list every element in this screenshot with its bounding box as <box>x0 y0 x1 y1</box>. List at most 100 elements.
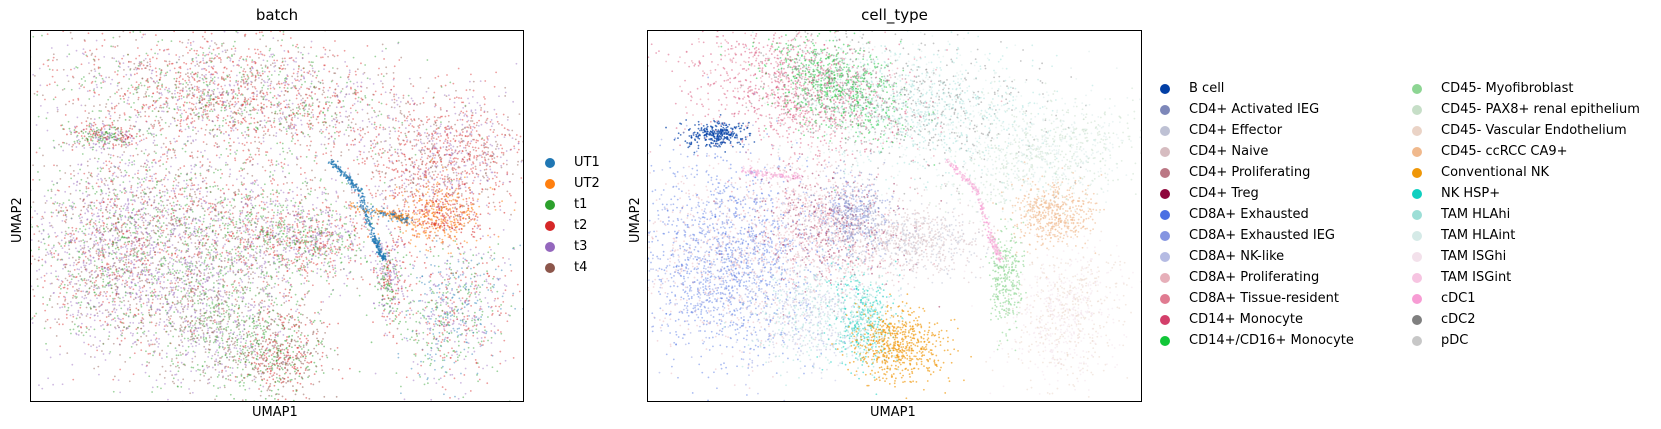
legend-item: t4 <box>545 257 600 278</box>
legend-item: t3 <box>545 236 600 257</box>
legend-marker <box>1412 251 1422 262</box>
legend-label: CD45- ccRCC CA9+ <box>1441 141 1568 162</box>
cell-cd8-exhausted-cluster <box>648 76 862 401</box>
legend-label: CD4+ Activated IEG <box>1189 99 1319 120</box>
legend-label: Conventional NK <box>1441 162 1549 183</box>
batch-umap-svg <box>31 31 523 401</box>
legend-label: CD4+ Effector <box>1189 120 1282 141</box>
legend-marker <box>1160 314 1170 325</box>
legend-label: t2 <box>574 215 587 236</box>
legend-label: CD8A+ NK-like <box>1189 246 1284 267</box>
legend-marker <box>1412 314 1422 325</box>
batch-legend: UT1 UT2 t1 t2 t3 t4 <box>545 152 665 282</box>
legend-label: CD4+ Proliferating <box>1189 162 1310 183</box>
legend-item: TAM ISGhi <box>1412 246 1640 267</box>
legend-marker <box>1160 272 1170 283</box>
legend-marker <box>1160 146 1170 157</box>
cell-type-umap-plot[interactable] <box>647 30 1142 402</box>
legend-marker <box>545 241 555 252</box>
legend-label: CD14+/CD16+ Monocyte <box>1189 330 1354 351</box>
cell-activated-ieg-cluster <box>802 152 917 270</box>
batch-ylabel: UMAP2 <box>10 197 25 243</box>
legend-label: CD8A+ Exhausted IEG <box>1189 225 1335 246</box>
cell-renal-epithelium-cluster <box>898 50 1141 242</box>
legend-item: pDC <box>1412 330 1640 351</box>
legend-item: CD4+ Effector <box>1160 120 1354 141</box>
legend-marker <box>1160 104 1170 115</box>
batch-umap-plot[interactable] <box>30 30 524 402</box>
legend-marker <box>545 262 555 273</box>
legend-marker <box>1160 209 1170 220</box>
legend-label: TAM ISGhi <box>1441 246 1506 267</box>
legend-marker <box>1412 83 1422 94</box>
legend-item: CD45- PAX8+ renal epithelium <box>1412 99 1640 120</box>
legend-marker <box>1160 188 1170 199</box>
legend-marker <box>1160 251 1170 262</box>
cell-top-right-cluster <box>738 31 1095 204</box>
legend-item: CD14+/CD16+ Monocyte <box>1160 330 1354 351</box>
legend-item: B cell <box>1160 78 1354 99</box>
legend-marker <box>545 220 555 231</box>
legend-label: CD45- Myofibroblast <box>1441 78 1573 99</box>
legend-item: CD45- Myofibroblast <box>1412 78 1640 99</box>
batch-left-big-cluster <box>31 75 300 401</box>
batch-panel-title: batch <box>30 6 524 24</box>
batch-right-middle-cluster <box>213 175 432 303</box>
legend-marker <box>1412 335 1422 346</box>
cell-vascular-endothelium-cluster <box>963 201 1141 398</box>
legend-marker <box>1160 167 1170 178</box>
legend-item: Conventional NK <box>1412 162 1640 183</box>
legend-label: CD45- PAX8+ renal epithelium <box>1441 99 1640 120</box>
legend-item: CD8A+ Exhausted <box>1160 204 1354 225</box>
batch-lower-cluster <box>83 219 325 401</box>
legend-label: CD45- Vascular Endothelium <box>1441 120 1627 141</box>
legend-item: TAM ISGint <box>1412 267 1640 288</box>
legend-item: CD45- ccRCC CA9+ <box>1412 141 1640 162</box>
batch-legend-column: UT1 UT2 t1 t2 t3 t4 <box>545 152 600 278</box>
cell-type-ylabel: UMAP2 <box>628 197 643 243</box>
legend-label: UT1 <box>574 152 600 173</box>
legend-label: CD8A+ Exhausted <box>1189 204 1309 225</box>
cell-myofibroblast-cluster <box>982 203 1027 352</box>
batch-orange-trajectory <box>349 201 413 227</box>
legend-label: CD8A+ Proliferating <box>1189 267 1319 288</box>
legend-item: CD8A+ Tissue-resident <box>1160 288 1354 309</box>
legend-item: cDC1 <box>1412 288 1640 309</box>
legend-marker <box>1160 335 1170 346</box>
legend-item: CD8A+ NK-like <box>1160 246 1354 267</box>
batch-blue-trajectory <box>327 159 387 262</box>
legend-item: TAM HLAhi <box>1412 204 1640 225</box>
legend-marker <box>545 178 555 189</box>
legend-item: CD8A+ Exhausted IEG <box>1160 225 1354 246</box>
legend-marker <box>1412 209 1422 220</box>
legend-marker <box>1160 293 1170 304</box>
legend-item: UT1 <box>545 152 600 173</box>
legend-item: CD14+ Monocyte <box>1160 309 1354 330</box>
legend-item: TAM HLAint <box>1412 225 1640 246</box>
legend-marker <box>1160 125 1170 136</box>
legend-item: UT2 <box>545 173 600 194</box>
legend-label: t1 <box>574 194 587 215</box>
legend-marker <box>1160 83 1170 94</box>
cell-type-legend: B cell CD4+ Activated IEG CD4+ Effector CD4… <box>1160 78 1655 358</box>
legend-item: CD4+ Activated IEG <box>1160 99 1354 120</box>
legend-marker <box>1160 230 1170 241</box>
legend-label: TAM HLAint <box>1441 225 1515 246</box>
legend-item: CD4+ Naive <box>1160 141 1354 162</box>
cell-cd4-naive-cluster <box>821 182 1023 303</box>
batch-right-upper-cluster <box>309 62 523 267</box>
legend-marker <box>1412 293 1422 304</box>
cell-type-xlabel: UMAP1 <box>870 405 916 420</box>
batch-small-vertical-cluster <box>365 205 412 345</box>
cell-conventional-nk-cluster <box>831 293 972 400</box>
legend-label: NK HSP+ <box>1441 183 1500 204</box>
legend-item: CD4+ Treg <box>1160 183 1354 204</box>
legend-label: pDC <box>1441 330 1468 351</box>
legend-label: TAM ISGint <box>1441 267 1511 288</box>
legend-item: t1 <box>545 194 600 215</box>
batch-middle-cluster <box>63 126 427 349</box>
legend-label: t3 <box>574 236 587 257</box>
legend-marker <box>545 199 555 210</box>
legend-label: TAM HLAhi <box>1441 204 1510 225</box>
batch-xlabel: UMAP1 <box>252 405 298 420</box>
